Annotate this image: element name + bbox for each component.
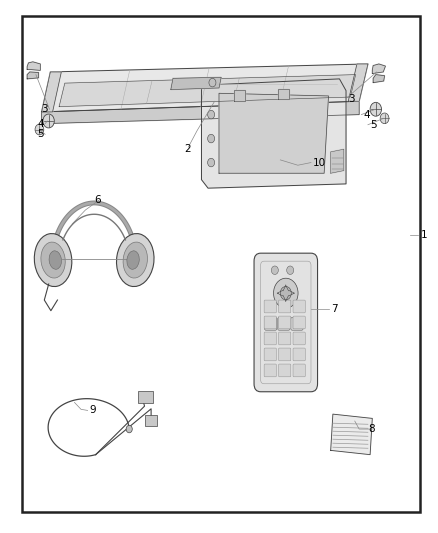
FancyBboxPatch shape <box>265 317 277 330</box>
FancyBboxPatch shape <box>138 391 153 403</box>
Text: 7: 7 <box>331 304 337 314</box>
Text: 5: 5 <box>370 120 377 130</box>
Ellipse shape <box>49 251 61 269</box>
Circle shape <box>208 110 215 119</box>
Circle shape <box>370 102 381 116</box>
Circle shape <box>273 278 298 308</box>
Polygon shape <box>59 75 356 107</box>
Ellipse shape <box>123 242 148 278</box>
FancyBboxPatch shape <box>293 364 305 377</box>
Ellipse shape <box>127 251 139 269</box>
Text: 9: 9 <box>90 406 96 415</box>
Polygon shape <box>234 90 245 101</box>
Circle shape <box>208 134 215 143</box>
FancyBboxPatch shape <box>279 332 291 345</box>
Polygon shape <box>331 149 344 173</box>
Circle shape <box>380 113 389 124</box>
Circle shape <box>209 78 216 87</box>
Polygon shape <box>331 414 372 455</box>
FancyBboxPatch shape <box>293 300 305 313</box>
Polygon shape <box>171 77 221 90</box>
FancyBboxPatch shape <box>278 317 290 330</box>
FancyBboxPatch shape <box>264 332 276 345</box>
Text: 8: 8 <box>368 424 374 434</box>
Polygon shape <box>42 72 61 112</box>
Text: 4: 4 <box>364 110 370 119</box>
Circle shape <box>126 425 132 433</box>
Circle shape <box>35 124 44 135</box>
FancyBboxPatch shape <box>264 316 276 329</box>
Circle shape <box>208 158 215 167</box>
Polygon shape <box>27 72 39 79</box>
FancyBboxPatch shape <box>264 348 276 361</box>
FancyBboxPatch shape <box>291 317 303 330</box>
Polygon shape <box>348 64 368 101</box>
Polygon shape <box>27 62 40 70</box>
Text: 5: 5 <box>37 130 44 139</box>
Circle shape <box>271 266 279 274</box>
FancyBboxPatch shape <box>279 364 291 377</box>
Circle shape <box>43 114 54 128</box>
Polygon shape <box>219 93 328 173</box>
Text: 6: 6 <box>94 195 101 205</box>
FancyBboxPatch shape <box>293 316 305 329</box>
Circle shape <box>280 286 291 300</box>
Ellipse shape <box>34 233 72 287</box>
Circle shape <box>286 266 294 274</box>
Ellipse shape <box>41 242 65 278</box>
Text: 3: 3 <box>42 104 48 114</box>
Polygon shape <box>201 79 346 188</box>
FancyBboxPatch shape <box>293 348 305 361</box>
Text: 3: 3 <box>348 94 355 103</box>
Text: 10: 10 <box>313 158 326 167</box>
Polygon shape <box>278 88 289 99</box>
Polygon shape <box>42 64 368 112</box>
FancyBboxPatch shape <box>254 253 318 392</box>
FancyBboxPatch shape <box>145 415 157 426</box>
FancyBboxPatch shape <box>279 316 291 329</box>
Text: 1: 1 <box>420 230 427 239</box>
Text: 2: 2 <box>184 144 191 154</box>
FancyBboxPatch shape <box>264 300 276 313</box>
FancyBboxPatch shape <box>293 332 305 345</box>
Polygon shape <box>373 75 385 83</box>
Polygon shape <box>372 64 385 74</box>
Ellipse shape <box>117 233 154 287</box>
FancyBboxPatch shape <box>279 300 291 313</box>
Text: 4: 4 <box>37 119 44 128</box>
FancyBboxPatch shape <box>279 348 291 361</box>
Polygon shape <box>42 101 359 124</box>
FancyBboxPatch shape <box>264 364 276 377</box>
